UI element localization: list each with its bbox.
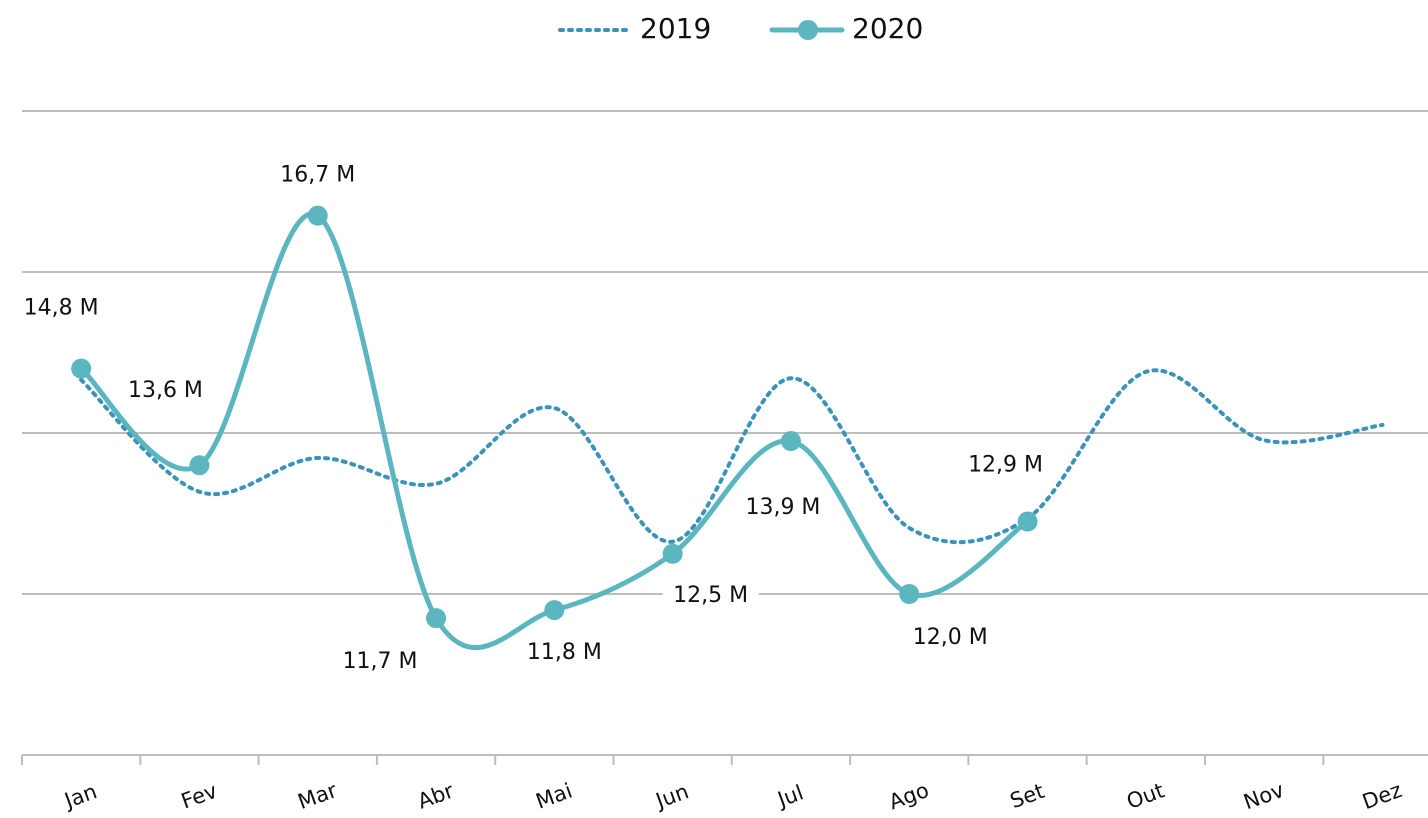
legend-marker bbox=[798, 20, 818, 40]
data-point bbox=[1017, 511, 1038, 532]
legend-label: 2019 bbox=[640, 12, 711, 45]
series-line bbox=[78, 211, 1031, 651]
data-label: 11,7 M bbox=[343, 649, 418, 674]
label-bg bbox=[902, 623, 999, 653]
data-point bbox=[307, 205, 328, 226]
data-label: 12,5 M bbox=[673, 583, 748, 608]
label-bg bbox=[957, 450, 1054, 481]
data-point bbox=[899, 584, 920, 604]
x-tick-label: Nov bbox=[1240, 778, 1287, 815]
label-bg bbox=[734, 493, 831, 524]
x-tick-label: Abr bbox=[415, 778, 458, 813]
data-label: 13,6 M bbox=[128, 378, 203, 403]
data-point bbox=[426, 608, 447, 629]
data-point bbox=[189, 455, 210, 476]
x-tick-label: Dez bbox=[1359, 778, 1405, 814]
series-line bbox=[79, 368, 1385, 545]
data-label: 12,0 M bbox=[913, 625, 988, 650]
data-point bbox=[71, 358, 92, 379]
x-tick-label: Ago bbox=[886, 778, 932, 814]
legend-label: 2020 bbox=[852, 12, 923, 45]
data-label: 16,7 M bbox=[280, 163, 355, 188]
data-point bbox=[544, 600, 565, 621]
label-bg bbox=[332, 647, 429, 678]
label-bg bbox=[662, 580, 759, 611]
label-bg bbox=[13, 293, 110, 324]
data-label: 13,9 M bbox=[745, 495, 820, 520]
label-bg bbox=[117, 376, 214, 407]
x-tick-label: Jun bbox=[651, 779, 692, 813]
data-label: 11,8 M bbox=[527, 640, 602, 665]
data-point bbox=[780, 431, 801, 452]
x-tick-label: Jul bbox=[773, 780, 807, 812]
label-bg bbox=[516, 638, 613, 669]
data-label: 14,8 M bbox=[24, 296, 99, 321]
x-tick-label: Fev bbox=[178, 779, 220, 814]
x-tick-label: Jan bbox=[60, 779, 101, 813]
data-label: 12,9 M bbox=[968, 453, 1043, 478]
data-point bbox=[662, 543, 683, 564]
x-tick-label: Mar bbox=[295, 778, 341, 814]
x-tick-label: Set bbox=[1007, 779, 1048, 813]
x-tick-label: Out bbox=[1124, 778, 1168, 814]
x-tick-label: Mai bbox=[533, 778, 576, 813]
label-bg bbox=[269, 160, 366, 191]
